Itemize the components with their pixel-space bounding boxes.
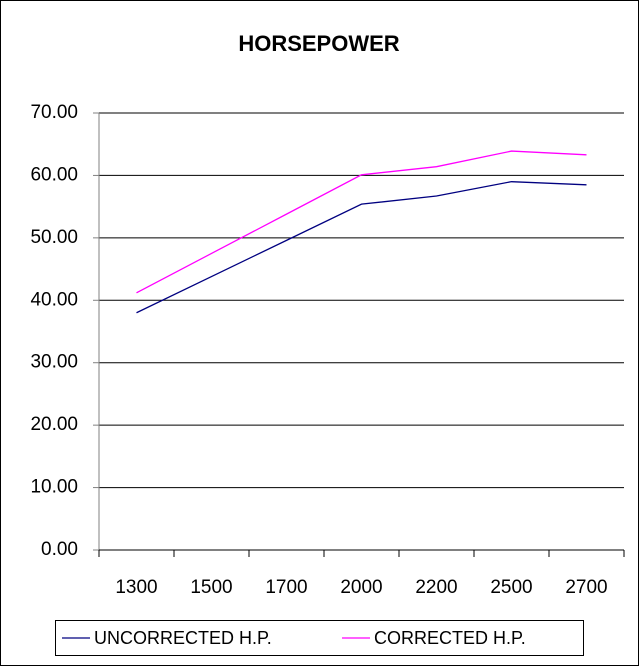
x-tick-label: 2000 xyxy=(340,577,382,598)
x-tick-label: 2700 xyxy=(565,577,607,598)
y-tick-label: 60.00 xyxy=(30,164,78,185)
x-tick-label: 1500 xyxy=(190,577,232,598)
chart-title: HORSEPOWER xyxy=(238,31,399,56)
x-tick-label: 1700 xyxy=(265,577,307,598)
y-tick-label: 50.00 xyxy=(30,227,78,248)
y-tick-label: 10.00 xyxy=(30,477,78,498)
y-tick-label: 30.00 xyxy=(30,352,78,373)
y-tick-label: 70.00 xyxy=(30,102,78,123)
legend-label: CORRECTED H.P. xyxy=(374,628,526,648)
x-tick-label: 1300 xyxy=(115,577,157,598)
x-tick-label: 2200 xyxy=(415,577,457,598)
y-tick-label: 0.00 xyxy=(41,539,78,560)
series-line xyxy=(136,181,587,314)
legend-box xyxy=(55,620,584,656)
series-line xyxy=(136,150,587,294)
y-tick-label: 40.00 xyxy=(30,289,78,310)
x-tick-label: 2500 xyxy=(490,577,532,598)
y-tick-label: 20.00 xyxy=(30,414,78,435)
legend-label: UNCORRECTED H.P. xyxy=(94,628,272,648)
